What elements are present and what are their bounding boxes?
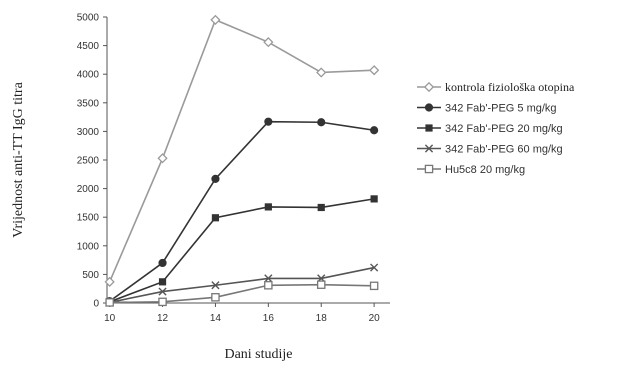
y-tick-label: 4000 [77, 70, 100, 81]
legend-item: 342 Fab'-PEG 5 mg/kg [417, 103, 557, 115]
data-point [264, 274, 273, 283]
data-point [370, 126, 379, 135]
y-tick-label: 1000 [77, 241, 100, 252]
y-tick-label: 2500 [77, 156, 100, 167]
legend-item: 342 Fab'-PEG 20 mg/kg [417, 123, 563, 135]
x-tick-label: 14 [210, 313, 222, 324]
x-axis-label: Dani studije [224, 347, 292, 362]
data-point [211, 293, 220, 302]
data-point [316, 280, 326, 289]
data-point [317, 203, 325, 212]
data-point [264, 117, 273, 126]
x-tick-label: 20 [369, 313, 381, 324]
x-tick-label: 12 [157, 313, 169, 324]
series-line [109, 120, 375, 302]
data-point [264, 281, 273, 290]
legend-marker [423, 81, 435, 93]
legend-marker [424, 164, 434, 174]
legend-marker [424, 103, 434, 112]
data-point [158, 297, 167, 307]
data-point [158, 287, 167, 296]
legend-item: Hu5c8 20 mg/kg [417, 164, 525, 176]
data-point [158, 278, 167, 286]
y-tick-label: 3000 [77, 127, 100, 138]
y-tick-label: 3500 [77, 98, 100, 109]
legend-marker [424, 144, 434, 153]
legend-item: 342 Fab'-PEG 60 mg/kg [417, 144, 563, 156]
y-tick-label: 1500 [77, 213, 100, 224]
y-ticks: 0 500 1000 1500 2000 2500 3000 3500 4000 4500 5000 [77, 13, 107, 310]
legend: kontrola fiziološka otopina 342 Fab'-PEG … [417, 80, 575, 176]
series-3 [106, 195, 378, 306]
series-2 [105, 117, 379, 306]
series-line [109, 266, 375, 304]
series-line [109, 283, 375, 304]
legend-label: Hu5c8 20 mg/kg [445, 164, 525, 176]
legend-label: kontrola fiziološka otopina [445, 80, 575, 94]
axes [106, 17, 390, 304]
data-point [370, 263, 379, 272]
data-point [211, 214, 220, 222]
x-tick-label: 18 [316, 313, 328, 324]
data-point [158, 258, 167, 268]
legend-label: 342 Fab'-PEG 20 mg/kg [445, 123, 563, 135]
series-1 [104, 14, 380, 287]
data-point [316, 67, 327, 78]
series-5 [105, 280, 379, 307]
y-axis-label: Vrijednost anti-TT IgG titra [11, 81, 26, 237]
y-tick-label: 500 [82, 270, 99, 281]
data-point [210, 14, 221, 25]
data-point [369, 281, 379, 291]
y-tick-label: 5000 [77, 13, 100, 24]
series-layer [104, 14, 380, 307]
legend-item: kontrola fiziološka otopina [417, 80, 575, 94]
x-tick-label: 10 [104, 313, 116, 324]
x-ticks: 10 12 14 16 18 20 [104, 303, 380, 324]
legend-label: 342 Fab'-PEG 60 mg/kg [445, 144, 563, 156]
y-tick-label: 4500 [77, 41, 100, 52]
data-point [105, 298, 114, 307]
data-point [264, 203, 272, 211]
legend-marker [425, 124, 433, 132]
y-tick-label: 2000 [77, 184, 100, 195]
x-tick-label: 16 [263, 313, 275, 324]
y-tick-label: 0 [93, 299, 99, 310]
data-point [157, 153, 168, 164]
data-point [211, 174, 220, 183]
series-line [109, 198, 375, 303]
series-line [108, 18, 375, 283]
data-point [317, 118, 326, 127]
data-point [263, 37, 274, 48]
data-point [211, 281, 220, 290]
data-point [104, 276, 115, 287]
legend-label: 342 Fab'-PEG 5 mg/kg [445, 103, 557, 115]
data-point [369, 65, 380, 76]
data-point [370, 195, 378, 203]
